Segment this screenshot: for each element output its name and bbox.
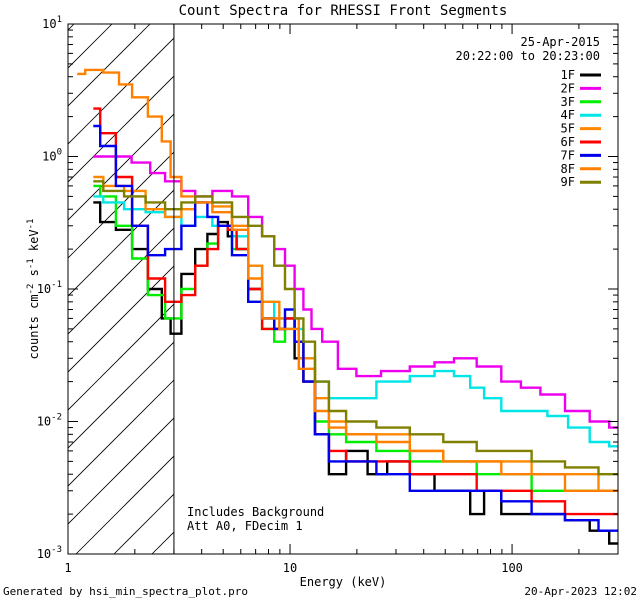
series-line-4F	[93, 195, 618, 448]
series-line-7F	[93, 124, 618, 532]
y-label-sup1: -2	[26, 284, 36, 295]
x-tick-label: 100	[501, 561, 523, 575]
data-series-group	[77, 68, 618, 545]
hatch-line	[68, 75, 174, 183]
y-label-main: counts cm	[27, 294, 41, 359]
y-tick-label: 100	[42, 148, 62, 164]
y-label-sup3: -1	[26, 219, 36, 230]
series-line-9F	[93, 180, 618, 476]
info-date: 25-Apr-2015	[521, 35, 600, 49]
series-line-8F	[77, 68, 618, 492]
info-block: 25-Apr-2015 20:22:00 to 20:23:00	[456, 35, 601, 63]
hatch-line	[75, 455, 174, 554]
y-axis: 10-3 10-2 10-1 100 101	[37, 15, 618, 561]
footer-timestamp: 20-Apr-2023 12:02	[524, 585, 637, 598]
x-axis-label: Energy (keV)	[300, 575, 387, 589]
chart-title: Count Spectra for RHESSI Front Segments	[179, 3, 508, 19]
legend-label-9F: 9F	[561, 175, 575, 189]
y-label-sup2: -1	[26, 258, 36, 269]
legend-label-6F: 6F	[561, 135, 575, 149]
y-tick-label: 10-1	[37, 280, 62, 296]
annotation-background: Includes Background	[187, 505, 324, 519]
annotation-attenuator: Att A0, FDecim 1	[187, 519, 303, 533]
series-line-3F	[93, 184, 618, 492]
info-time: 20:22:00 to 20:23:00	[456, 49, 601, 63]
legend-label-3F: 3F	[561, 95, 575, 109]
hatch-line	[68, 265, 174, 373]
hatch-line	[68, 227, 174, 335]
y-axis-label: counts cm-2 s-1 keV-1	[26, 219, 41, 360]
legend-label-1F: 1F	[561, 68, 575, 82]
y-label-mid1: s	[27, 269, 41, 283]
legend-label-2F: 2F	[561, 81, 575, 95]
y-tick-label: 10-3	[37, 545, 62, 561]
legend-label-7F: 7F	[561, 148, 575, 162]
hatch-line	[68, 379, 174, 487]
legend-label-8F: 8F	[561, 162, 575, 176]
x-axis: 1 10 100	[64, 24, 619, 575]
y-tick-label: 10-2	[37, 413, 62, 429]
series-line-2F	[93, 155, 618, 429]
hatch-line	[68, 417, 174, 525]
x-tick-label: 10	[283, 561, 297, 575]
legend-label-5F: 5F	[561, 122, 575, 136]
x-tick-label: 1	[64, 561, 71, 575]
y-label-mid2: keV	[27, 229, 41, 258]
legend-label-4F: 4F	[561, 108, 575, 122]
series-line-6F	[93, 107, 618, 516]
y-tick-label: 101	[42, 15, 62, 31]
footer-generator: Generated by hsi_min_spectra_plot.pro	[3, 585, 248, 598]
